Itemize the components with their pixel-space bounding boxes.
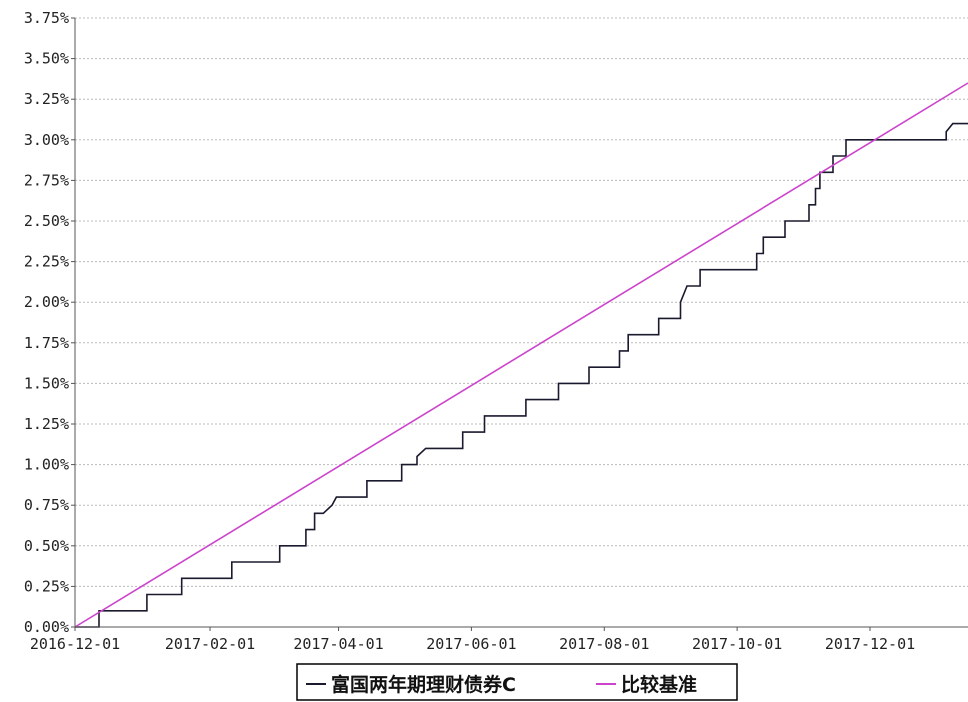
y-tick-label: 0.50% xyxy=(24,537,69,555)
legend-label-fund: 富国两年期理财债券C xyxy=(331,673,516,696)
y-axis-ticks: 0.00% 0.25% 0.50% 0.75% 1.00% 1.25% 1.50% 1.75%… xyxy=(24,9,75,636)
x-axis-ticks: 2016-12-01 2017-02-01 2017-04-01 2017-06-01… xyxy=(30,627,915,653)
legend: 富国两年期理财债券C 比较基准 xyxy=(296,663,738,701)
y-tick-label: 0.75% xyxy=(24,496,69,514)
y-tick-label: 0.25% xyxy=(24,577,69,595)
y-tick-label: 1.50% xyxy=(24,374,69,392)
x-tick-label: 2017-06-01 xyxy=(426,635,516,653)
y-tick-label: 3.25% xyxy=(24,90,69,108)
x-tick-label: 2017-08-01 xyxy=(559,635,649,653)
y-tick-label: 0.00% xyxy=(24,618,69,636)
grid-lines xyxy=(75,17,968,587)
y-tick-label: 3.00% xyxy=(24,131,69,149)
y-tick-label: 2.25% xyxy=(24,253,69,271)
x-tick-label: 2017-02-01 xyxy=(165,635,255,653)
x-tick-label: 2016-12-01 xyxy=(30,635,120,653)
y-tick-label: 2.50% xyxy=(24,212,69,230)
legend-box xyxy=(296,663,738,701)
x-tick-label: 2017-10-01 xyxy=(692,635,782,653)
y-tick-label: 3.50% xyxy=(24,50,69,68)
y-tick-label: 2.00% xyxy=(24,293,69,311)
plot-area xyxy=(75,18,968,627)
series-layer xyxy=(74,82,968,628)
y-tick-label: 3.75% xyxy=(24,9,69,27)
y-tick-label: 1.00% xyxy=(24,456,69,474)
y-tick-label: 1.25% xyxy=(24,415,69,433)
series-line-benchmark xyxy=(74,82,968,628)
series-line-fund xyxy=(75,122,968,628)
y-tick-label: 1.75% xyxy=(24,334,69,352)
x-tick-label: 2017-04-01 xyxy=(293,635,383,653)
x-tick-label: 2017-12-01 xyxy=(825,635,915,653)
y-tick-label: 2.75% xyxy=(24,171,69,189)
legend-label-benchmark: 比较基准 xyxy=(621,673,697,696)
